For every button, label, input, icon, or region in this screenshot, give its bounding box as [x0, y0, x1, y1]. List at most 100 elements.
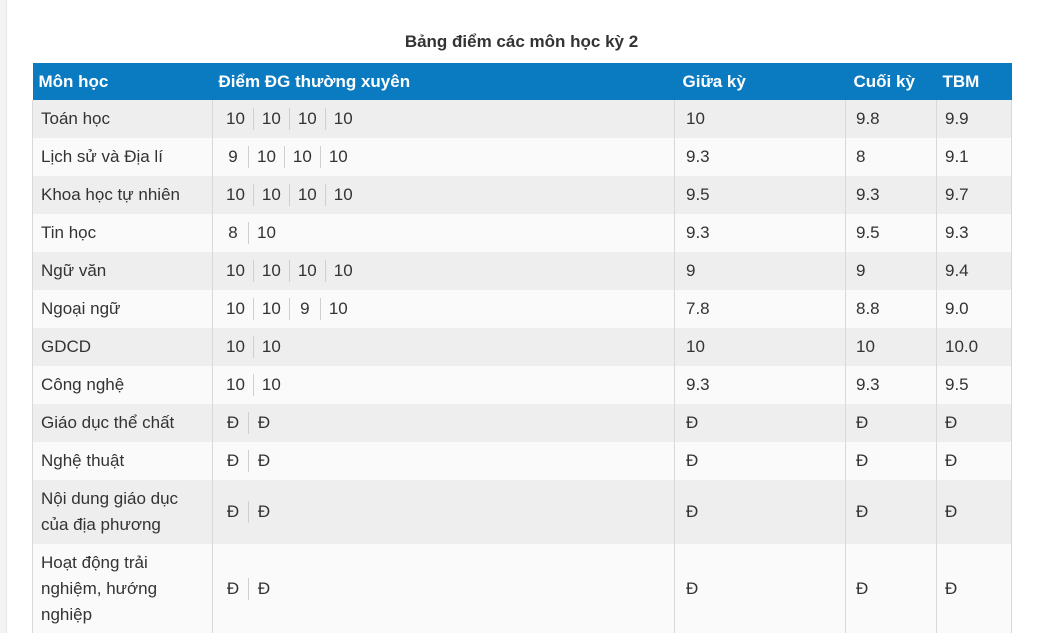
average-cell: Đ: [936, 480, 1012, 544]
table-row: Ngữ văn 10 10 10 10 9 9 9.4: [32, 252, 1012, 290]
score: 10: [319, 146, 356, 168]
midterm-cell: 9.3: [674, 366, 846, 404]
regular-scores-cell: 10 10: [212, 366, 675, 404]
final-cell: 10: [845, 328, 937, 366]
score: 10: [288, 108, 325, 130]
average-cell: 9.4: [936, 252, 1012, 290]
score: 10: [252, 298, 289, 320]
midterm-cell: 9.5: [674, 176, 846, 214]
header-regular-scores: Điểm ĐG thường xuyên: [212, 63, 675, 100]
table-row: Công nghệ 10 10 9.3 9.3 9.5: [32, 366, 1012, 404]
score: 10: [248, 146, 284, 168]
score: 10: [226, 375, 245, 394]
subject-cell: Nội dung giáo dục của địa phương: [32, 480, 213, 544]
subject-cell: Khoa học tự nhiên: [32, 176, 213, 214]
grades-table: Môn học Điểm ĐG thường xuyên Giữa kỳ Cuố…: [32, 63, 1012, 633]
header-midterm: Giữa kỳ: [674, 63, 846, 100]
final-cell: Đ: [845, 544, 937, 633]
table-row: Lịch sử và Địa lí 9 10 10 10 9.3 8 9.1: [32, 138, 1012, 176]
regular-scores-cell: 10 10 9 10: [212, 290, 675, 328]
midterm-cell: 9.3: [674, 214, 846, 252]
regular-scores-cell: 8 10: [212, 214, 675, 252]
subject-cell: Tin học: [32, 214, 213, 252]
score: 10: [226, 261, 245, 280]
midterm-cell: 9.3: [674, 138, 846, 176]
regular-scores-cell: 10 10: [212, 328, 675, 366]
final-cell: 9: [845, 252, 937, 290]
average-cell: 9.5: [936, 366, 1012, 404]
average-cell: 9.9: [936, 100, 1012, 138]
final-cell: 9.8: [845, 100, 937, 138]
final-cell: 9.5: [845, 214, 937, 252]
table-row: Tin học 8 10 9.3 9.5 9.3: [32, 214, 1012, 252]
score: 10: [226, 299, 245, 318]
subject-cell: Ngữ văn: [32, 252, 213, 290]
score: 9: [288, 298, 320, 320]
score: 10: [252, 184, 289, 206]
table-title: Bảng điểm các môn học kỳ 2: [404, 32, 639, 51]
midterm-cell: Đ: [674, 404, 846, 442]
score: 10: [226, 337, 245, 356]
midterm-cell: 10: [674, 328, 846, 366]
average-cell: 9.3: [936, 214, 1012, 252]
midterm-cell: 7.8: [674, 290, 846, 328]
final-cell: 8.8: [845, 290, 937, 328]
score: Đ: [248, 450, 279, 472]
final-cell: Đ: [845, 404, 937, 442]
average-cell: Đ: [936, 442, 1012, 480]
score: 8: [228, 223, 238, 242]
subject-cell: Toán học: [32, 100, 213, 138]
average-cell: 9.1: [936, 138, 1012, 176]
header-row: Môn học Điểm ĐG thường xuyên Giữa kỳ Cuố…: [32, 63, 1012, 100]
score: 10: [319, 298, 356, 320]
header-subject: Môn học: [32, 63, 213, 100]
average-cell: 10.0: [936, 328, 1012, 366]
midterm-cell: Đ: [674, 544, 846, 633]
score: Đ: [248, 412, 279, 434]
subject-cell: Công nghệ: [32, 366, 213, 404]
average-cell: Đ: [936, 404, 1012, 442]
midterm-cell: 9: [674, 252, 846, 290]
score: 10: [288, 260, 325, 282]
average-cell: 9.0: [936, 290, 1012, 328]
regular-scores-cell: 9 10 10 10: [212, 138, 675, 176]
score: Đ: [226, 502, 240, 521]
subject-cell: Ngoại ngữ: [32, 290, 213, 328]
subject-cell: Hoạt động trải nghiệm, hướng nghiệp: [32, 544, 213, 633]
score: 10: [324, 184, 361, 206]
subject-cell: Lịch sử và Địa lí: [32, 138, 213, 176]
regular-scores-cell: 10 10 10 10: [212, 100, 675, 138]
final-cell: Đ: [845, 480, 937, 544]
subject-cell: Nghệ thuật: [32, 442, 213, 480]
final-cell: Đ: [845, 442, 937, 480]
score: 10: [288, 184, 325, 206]
score: 10: [248, 222, 284, 244]
midterm-cell: Đ: [674, 442, 846, 480]
table-row: GDCD 10 10 10 10 10.0: [32, 328, 1012, 366]
score: Đ: [226, 579, 240, 598]
average-cell: 9.7: [936, 176, 1012, 214]
score: 10: [252, 374, 289, 396]
subject-cell: GDCD: [32, 328, 213, 366]
table-row: Khoa học tự nhiên 10 10 10 10 9.5 9.3 9.7: [32, 176, 1012, 214]
average-cell: Đ: [936, 544, 1012, 633]
table-header: Môn học Điểm ĐG thường xuyên Giữa kỳ Cuố…: [32, 63, 1012, 100]
score: 10: [226, 109, 245, 128]
score: Đ: [248, 501, 279, 523]
table-row: Ngoại ngữ 10 10 9 10 7.8 8.8 9.0: [32, 290, 1012, 328]
header-average: TBM: [936, 63, 1012, 100]
score: 10: [324, 260, 361, 282]
score: 10: [252, 108, 289, 130]
score: 10: [226, 185, 245, 204]
subject-cell: Giáo dục thể chất: [32, 404, 213, 442]
table-row: Toán học 10 10 10 10 10 9.8 9.9: [32, 100, 1012, 138]
final-cell: 9.3: [845, 176, 937, 214]
